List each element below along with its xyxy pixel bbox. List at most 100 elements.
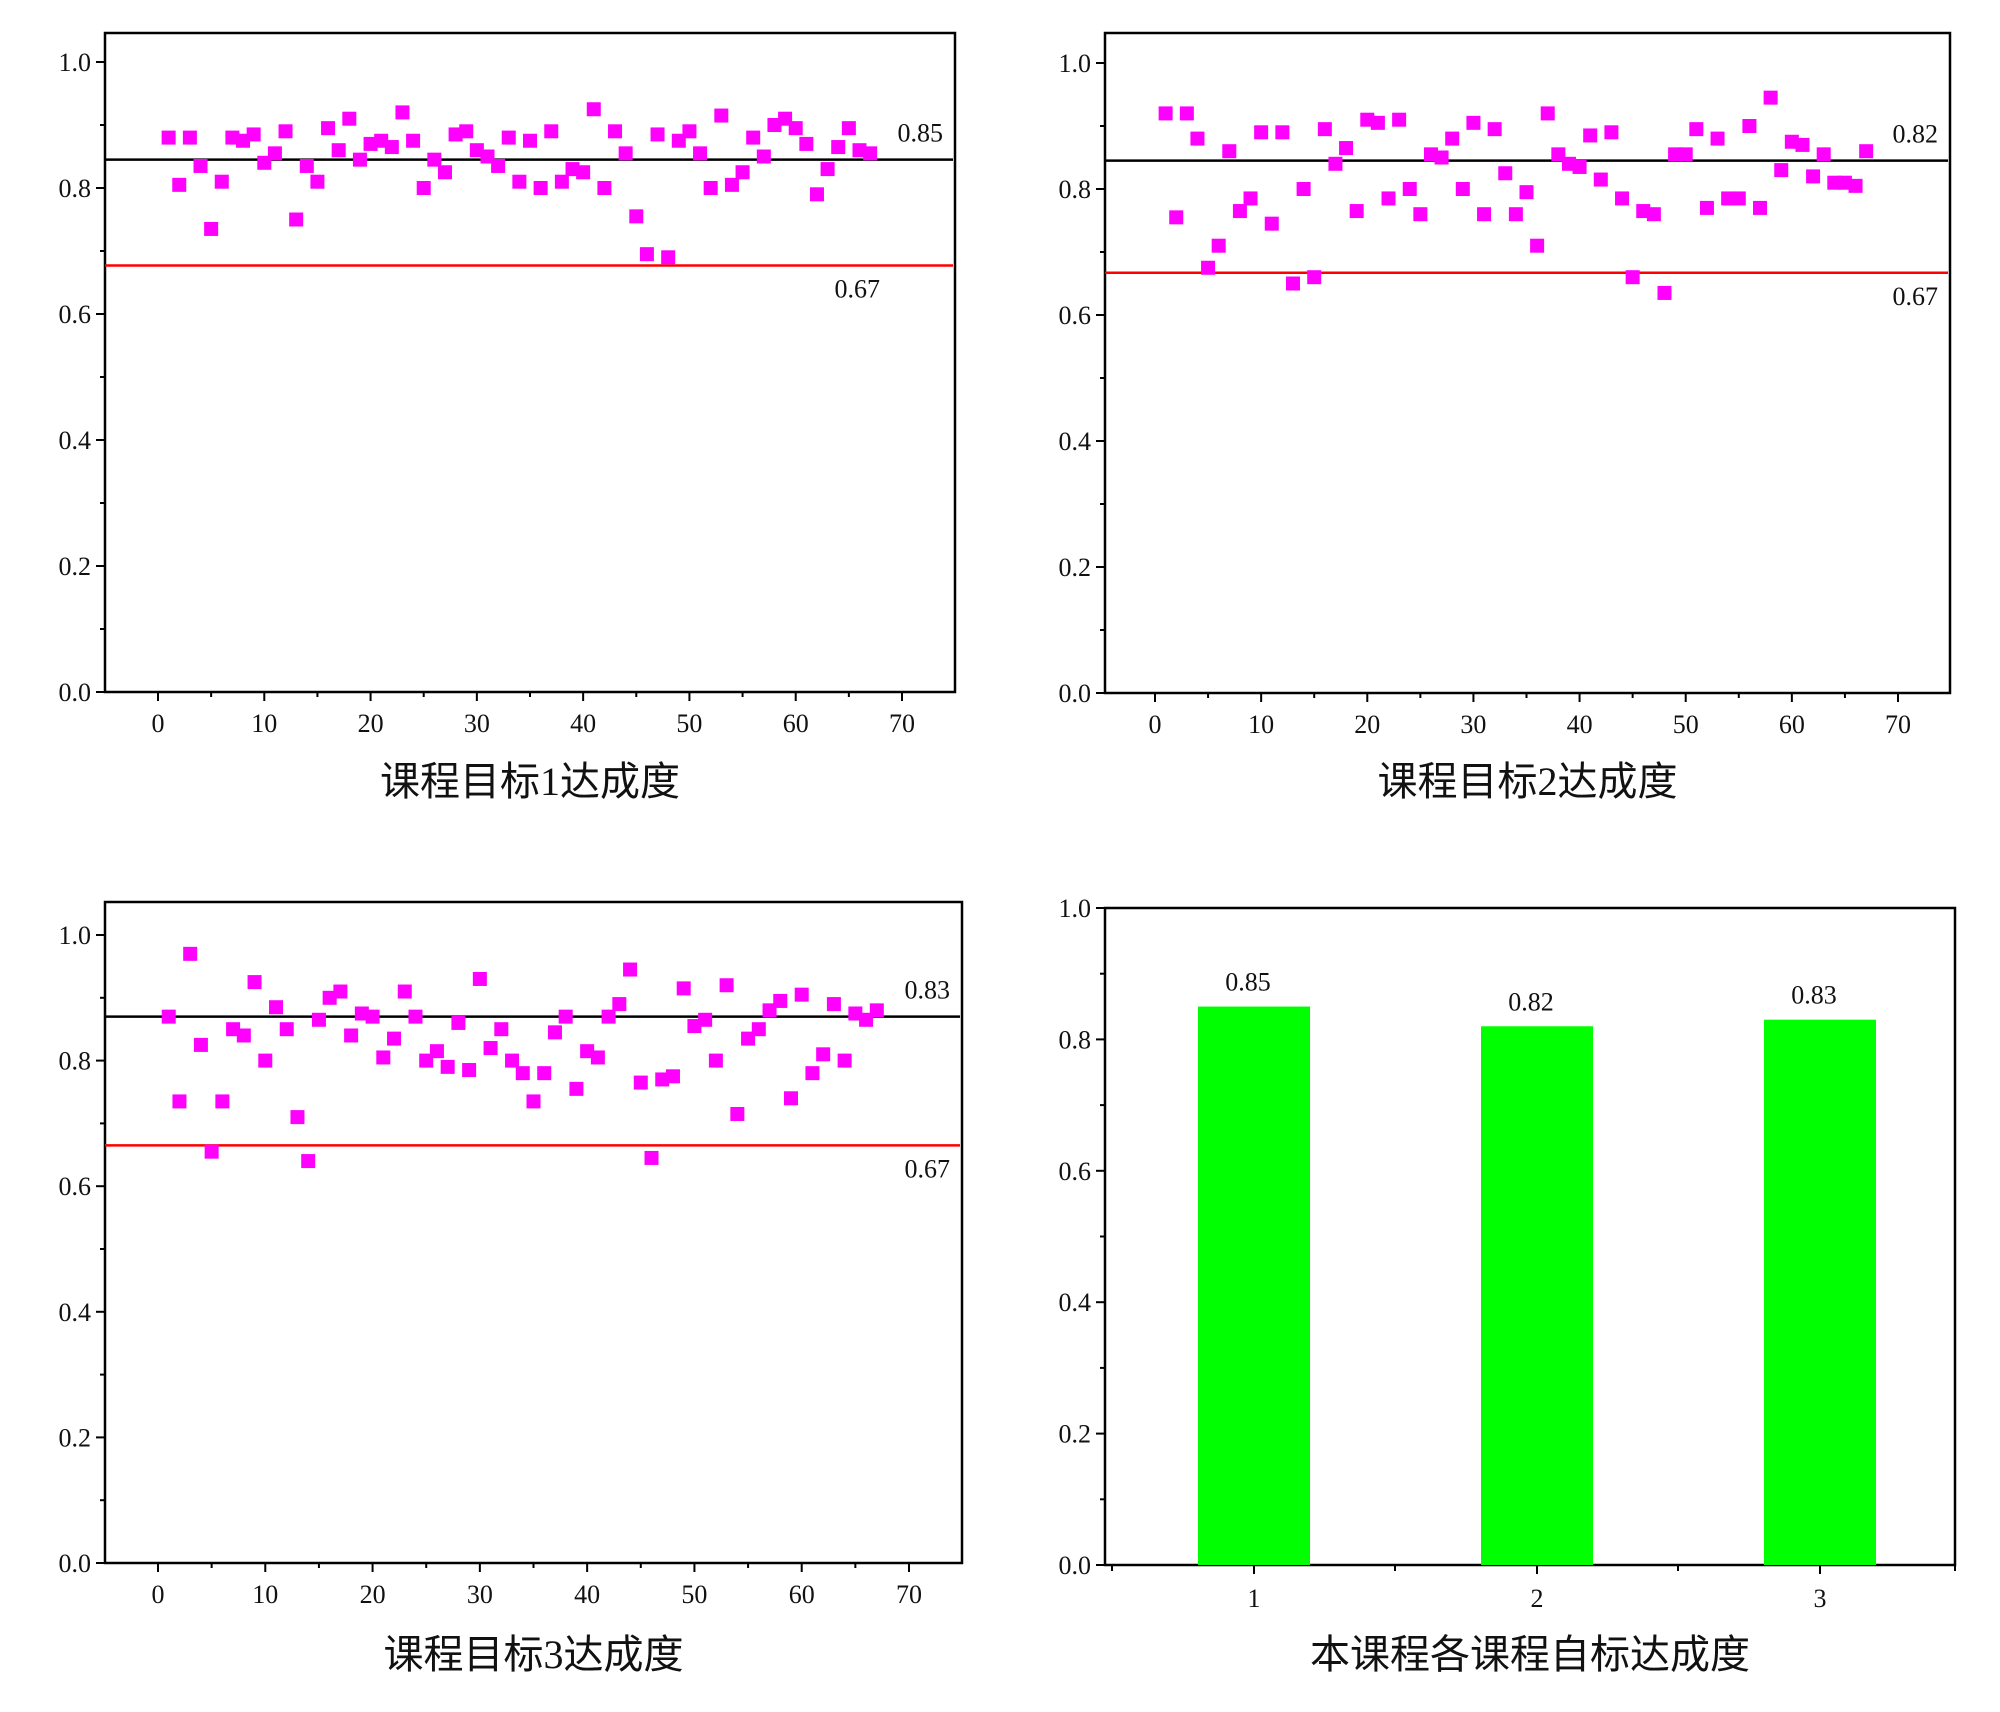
x-tick-label: 30 [1460, 710, 1486, 739]
data-point [1806, 169, 1821, 184]
data-point [1434, 150, 1449, 165]
data-point [661, 250, 676, 265]
data-point [618, 146, 633, 161]
data-point [1201, 260, 1216, 275]
scatter-chart-goal-3: 0.0 0.2 0.4 0.6 0.8 1.0 0 10 20 30 40 50 60 70 0.83 0.6… [59, 900, 964, 1677]
data-point [751, 1022, 766, 1037]
data-point [236, 133, 251, 148]
data-point [512, 174, 527, 189]
data-point [1222, 144, 1237, 159]
data-point [333, 984, 348, 999]
x-tick-label: 20 [360, 1580, 386, 1609]
data-point [597, 181, 612, 195]
y-tick-label: 0.0 [59, 1549, 92, 1578]
data-point [172, 1094, 187, 1109]
data-point [310, 174, 325, 189]
data-point [601, 1009, 616, 1024]
x-tick-label: 50 [1673, 710, 1699, 739]
data-point [693, 146, 708, 161]
y-tick-label: 1.0 [1059, 49, 1092, 78]
data-point [612, 997, 627, 1012]
data-point [1615, 191, 1630, 206]
data-point [1158, 106, 1173, 121]
data-point [1179, 106, 1194, 121]
data-point [1307, 270, 1322, 285]
x-tick-label: 1 [1248, 1584, 1261, 1613]
data-point [558, 1009, 573, 1024]
x-tick-label: 60 [783, 709, 809, 738]
data-point [1190, 131, 1205, 146]
x-tick-label: 0 [152, 709, 165, 738]
plot-frame [1103, 31, 1952, 695]
data-point [799, 136, 814, 151]
data-point [344, 1028, 359, 1043]
data-point [633, 1075, 648, 1090]
data-point [1370, 115, 1385, 130]
data-point [269, 1000, 284, 1015]
data-point [1349, 204, 1364, 219]
data-point [301, 1154, 316, 1169]
data-point [859, 1012, 874, 1027]
data-point [1753, 200, 1768, 215]
data-point [639, 247, 654, 262]
data-point [863, 146, 878, 161]
data-point [1392, 112, 1407, 127]
data-point [1402, 182, 1417, 196]
data-point [1678, 147, 1693, 162]
data-point [703, 181, 718, 195]
data-point [1243, 191, 1258, 206]
data-point [608, 124, 623, 139]
data-point [650, 127, 665, 142]
data-point [1211, 238, 1226, 253]
data-point [214, 174, 229, 189]
y-tick-label: 0.2 [1059, 1420, 1092, 1449]
data-point [741, 1031, 756, 1046]
data-point [342, 111, 357, 126]
data-point [714, 108, 729, 123]
data-point [767, 118, 782, 132]
data-point [1360, 112, 1375, 127]
scatter-chart-goal-2: 0.0 0.2 0.4 0.6 0.8 1.0 0 10 20 30 40 50 60 70 0.82 0.6… [1059, 31, 1952, 804]
y-tick-label: 0.2 [1059, 553, 1092, 582]
data-point [462, 1063, 477, 1078]
threshold-line-label: 0.67 [905, 1154, 951, 1183]
data-point [1721, 191, 1736, 206]
x-tick-label: 50 [681, 1580, 707, 1609]
data-point [1530, 238, 1545, 253]
data-point [459, 124, 474, 139]
y-tick-label: 0.6 [1059, 301, 1092, 330]
data-point [671, 133, 686, 148]
data-point [278, 124, 293, 139]
data-point [1837, 175, 1852, 190]
data-point [676, 981, 691, 996]
data-point [533, 181, 548, 195]
data-point [852, 143, 867, 158]
data-point [1487, 122, 1502, 137]
data-point [1169, 210, 1184, 225]
y-tick-label: 0.4 [59, 1298, 92, 1327]
data-point [869, 1003, 884, 1018]
y-tick-label: 0.0 [1059, 679, 1092, 708]
y-tick-label: 0.4 [1059, 427, 1092, 456]
data-point [783, 1091, 798, 1106]
data-point [544, 124, 559, 139]
x-tick-label: 40 [570, 709, 596, 738]
data-point [515, 1066, 530, 1081]
data-point [290, 1110, 305, 1125]
data-point [397, 984, 412, 999]
data-point [1232, 204, 1247, 219]
data-point [1317, 122, 1332, 137]
x-tick-label: 0 [152, 1580, 165, 1609]
y-tick-label: 0.8 [59, 174, 92, 203]
x-tick-label: 3 [1814, 1584, 1827, 1613]
y-tick-label: 0.2 [59, 1423, 92, 1452]
data-point [665, 1069, 680, 1084]
data-point [384, 140, 399, 155]
data-point [1296, 182, 1311, 196]
data-point [472, 971, 487, 986]
data-point [299, 158, 314, 173]
x-tick-label: 60 [789, 1580, 815, 1609]
data-point [236, 1028, 251, 1043]
data-point [1593, 172, 1608, 187]
data-point [408, 1009, 423, 1024]
